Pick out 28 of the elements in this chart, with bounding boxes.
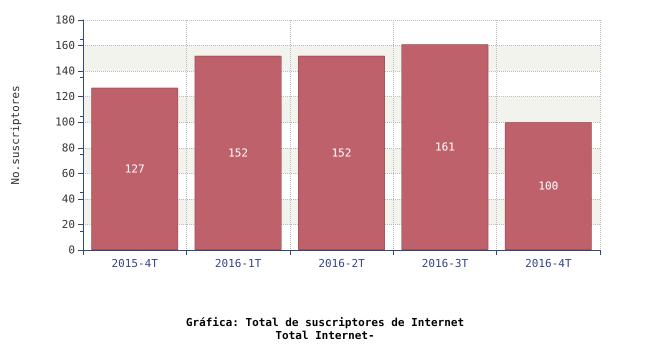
x-tick-label: 2016-2T xyxy=(318,257,366,270)
data-label: 127 xyxy=(124,162,145,176)
y-tick-label: 100 xyxy=(55,116,75,129)
y-tick-label: 20 xyxy=(62,218,75,231)
text: Total Internet- xyxy=(275,329,375,342)
data-label: 100 xyxy=(538,180,558,193)
bar xyxy=(91,88,178,250)
data-label: 161 xyxy=(434,140,455,154)
y-tick-label: 160 xyxy=(55,39,75,52)
bar xyxy=(194,56,282,250)
data-label: 152 xyxy=(228,146,248,160)
bar xyxy=(504,122,592,250)
y-tick-label: 0 xyxy=(68,244,75,256)
bar xyxy=(401,44,488,250)
x-tick-label: 2016-3T xyxy=(422,257,468,270)
data-label: 152 xyxy=(332,146,352,160)
x-tick-label: 2016-4T xyxy=(525,257,572,270)
y-tick-label: 80 xyxy=(62,141,75,154)
y-tick-label: 60 xyxy=(62,166,75,180)
text: Gráfica: Total de suscriptores de Internet xyxy=(186,316,464,329)
y-tick-label: 40 xyxy=(62,192,75,206)
x-tick-label: 2016-1T xyxy=(214,257,262,270)
x-tick-label: 2015-4T xyxy=(112,257,158,270)
y-tick-label: 140 xyxy=(55,64,75,78)
y-tick-label: 180 xyxy=(55,14,75,26)
y-tick-label: 120 xyxy=(55,90,75,104)
y-axis-title: No.suscriptores xyxy=(9,85,22,185)
bar xyxy=(298,56,385,250)
